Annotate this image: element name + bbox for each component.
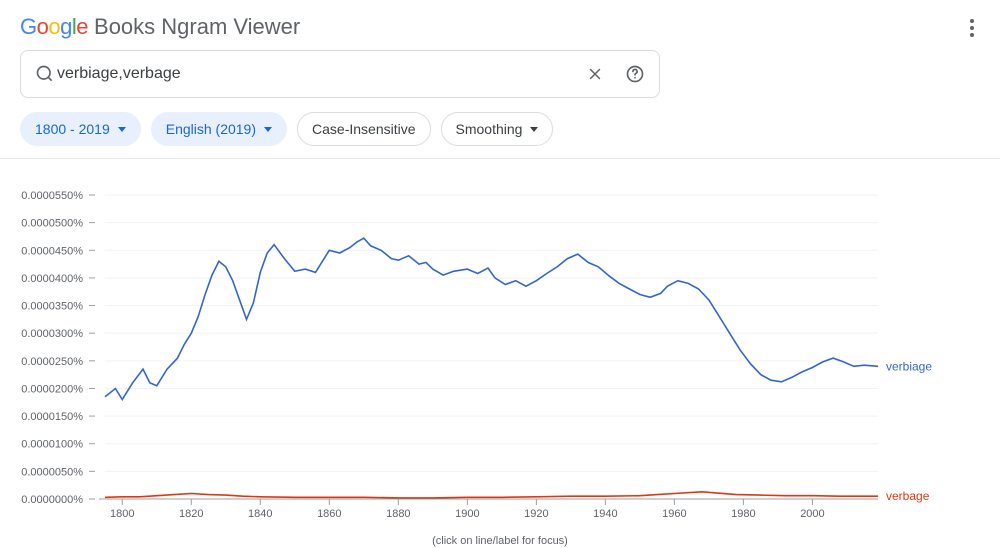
chevron-down-icon	[118, 127, 126, 132]
svg-text:0.0000200%: 0.0000200%	[21, 383, 83, 395]
search-row	[0, 46, 1000, 98]
ngram-chart[interactable]: 0.0000000% 0.0000050% 0.0000100% 0.0000150%…	[0, 159, 1000, 547]
product-logo[interactable]: Google Books Ngram Viewer	[20, 14, 300, 40]
search-icon	[35, 64, 55, 84]
chevron-down-icon	[264, 127, 272, 132]
chart-svg[interactable]: 0.0000000% 0.0000050% 0.0000100% 0.0000150%…	[0, 173, 1000, 529]
case-insensitive-chip[interactable]: Case-Insensitive	[297, 112, 431, 146]
logo-letter: o	[48, 14, 60, 39]
svg-text:0.0000050%: 0.0000050%	[21, 466, 83, 478]
svg-text:1980: 1980	[731, 508, 755, 520]
logo-letter: e	[76, 14, 88, 39]
kebab-dot-icon	[970, 19, 974, 23]
overflow-menu-button[interactable]	[960, 16, 984, 40]
svg-text:0.0000350%: 0.0000350%	[21, 301, 83, 313]
svg-text:0.0000150%: 0.0000150%	[21, 411, 83, 423]
svg-text:0.0000300%: 0.0000300%	[21, 328, 83, 340]
help-icon	[625, 64, 645, 84]
header: Google Books Ngram Viewer	[0, 0, 1000, 46]
logo-letter: g	[60, 14, 72, 39]
svg-text:1840: 1840	[248, 508, 272, 520]
series-label-verbiage[interactable]: verbiage	[886, 359, 932, 373]
series-line-verbage[interactable]	[105, 492, 878, 498]
search-box[interactable]	[20, 50, 660, 98]
svg-text:1900: 1900	[455, 508, 479, 520]
series-label-verbage[interactable]: verbage	[886, 489, 930, 503]
svg-text:2000: 2000	[800, 508, 824, 520]
filter-chips: 1800 - 2019 English (2019) Case-Insensit…	[0, 98, 1000, 158]
svg-text:0.0000500%: 0.0000500%	[21, 218, 83, 230]
svg-text:1960: 1960	[662, 508, 686, 520]
kebab-dot-icon	[970, 26, 974, 30]
svg-text:1920: 1920	[524, 508, 548, 520]
corpus-chip[interactable]: English (2019)	[151, 112, 287, 146]
svg-text:0.0000550%: 0.0000550%	[21, 190, 83, 202]
svg-text:1800: 1800	[110, 508, 134, 520]
svg-text:0.0000250%: 0.0000250%	[21, 356, 83, 368]
search-input[interactable]	[55, 64, 575, 84]
chevron-down-icon	[530, 127, 538, 132]
svg-text:1820: 1820	[179, 508, 203, 520]
logo-letter: G	[20, 14, 37, 39]
svg-text:0.0000400%: 0.0000400%	[21, 273, 83, 285]
kebab-dot-icon	[970, 33, 974, 37]
svg-text:1940: 1940	[593, 508, 617, 520]
close-icon	[586, 65, 604, 83]
help-button[interactable]	[615, 54, 655, 94]
svg-text:1860: 1860	[317, 508, 341, 520]
svg-text:1880: 1880	[386, 508, 410, 520]
series-line-verbiage[interactable]	[105, 238, 878, 399]
chip-label: English (2019)	[166, 121, 256, 137]
app-title: Books Ngram Viewer	[94, 14, 300, 40]
chip-label: 1800 - 2019	[35, 121, 110, 137]
svg-text:0.0000450%: 0.0000450%	[21, 245, 83, 257]
year-range-chip[interactable]: 1800 - 2019	[20, 112, 141, 146]
svg-text:0.0000100%: 0.0000100%	[21, 439, 83, 451]
logo-letter: o	[37, 14, 49, 39]
svg-text:0.0000000%: 0.0000000%	[21, 494, 83, 506]
chip-label: Case-Insensitive	[312, 121, 416, 137]
smoothing-chip[interactable]: Smoothing	[441, 112, 554, 146]
chip-label: Smoothing	[456, 121, 523, 137]
clear-button[interactable]	[575, 54, 615, 94]
chart-caption: (click on line/label for focus)	[0, 529, 1000, 547]
